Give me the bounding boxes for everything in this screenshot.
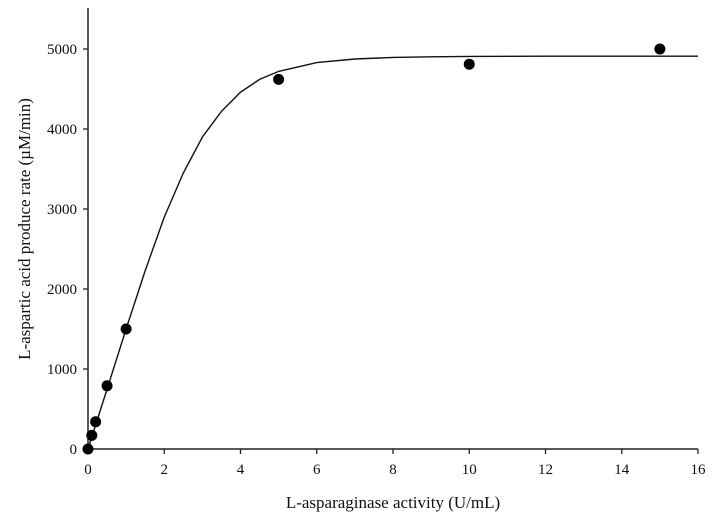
y-tick-label: 0 [70, 442, 78, 458]
data-point [86, 429, 98, 441]
x-tick-label: 2 [161, 462, 169, 478]
data-point [654, 43, 666, 55]
x-tick-label: 0 [84, 462, 92, 478]
y-tick-label: 3000 [47, 202, 77, 218]
data-point [273, 73, 285, 85]
x-tick-label: 10 [462, 462, 477, 478]
x-tick-label: 6 [313, 462, 321, 478]
data-points [82, 43, 666, 455]
x-tick-label: 14 [614, 462, 630, 478]
y-tick-label: 4000 [47, 122, 77, 138]
x-tick-label: 4 [237, 462, 245, 478]
y-axis: 0 1000 2000 3000 4000 5000 [47, 8, 89, 458]
y-axis-label: L-aspartic acid produce rate (µM/min) [15, 98, 34, 360]
y-tick-label: 5000 [47, 42, 77, 58]
data-point [82, 443, 94, 455]
x-axis: 0 2 4 6 8 10 12 14 16 [84, 448, 707, 478]
x-axis-label: L-asparaginase activity (U/mL) [286, 493, 500, 512]
x-tick-label: 12 [538, 462, 553, 478]
fit-curve [87, 55, 698, 450]
data-point [463, 58, 475, 70]
y-tick-label: 2000 [47, 282, 77, 298]
data-point [90, 416, 102, 428]
x-tick-label: 8 [389, 462, 397, 478]
data-point [120, 323, 132, 335]
data-point [101, 380, 113, 392]
x-tick-label: 16 [691, 462, 707, 478]
y-tick-label: 1000 [47, 362, 77, 378]
